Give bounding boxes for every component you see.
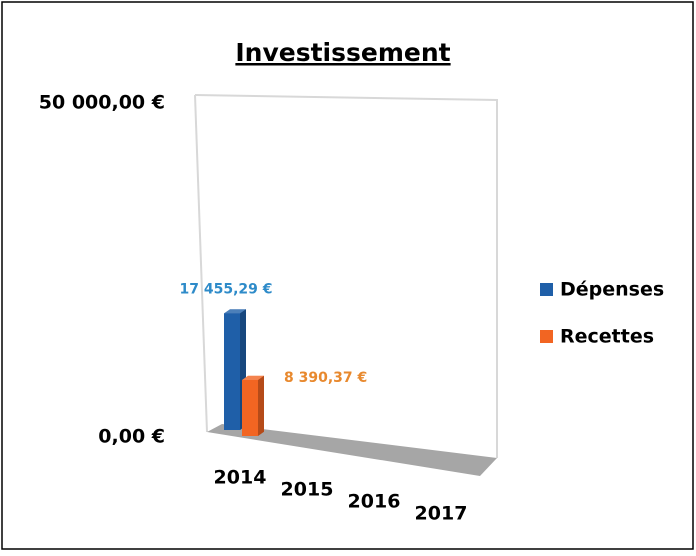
bar <box>224 309 246 430</box>
side-wall <box>194 94 208 433</box>
x-tick-label: 2016 <box>348 491 401 513</box>
data-label: 8 390,37 € <box>284 370 367 386</box>
bar-side <box>258 375 264 436</box>
data-label: 17 455,29 € <box>180 281 273 297</box>
legend-label: Recettes <box>560 326 654 348</box>
legend-swatch <box>540 283 553 296</box>
x-tick-label: 2014 <box>214 467 267 489</box>
legend-swatch <box>540 330 553 343</box>
bar-top <box>242 375 264 380</box>
x-tick-label: 2017 <box>415 503 468 525</box>
bar <box>242 375 264 436</box>
chart-title: Investissement <box>235 38 450 67</box>
y-tick-label: 50 000,00 € <box>39 92 165 114</box>
back-wall <box>194 94 498 458</box>
bar-top <box>224 309 246 314</box>
x-tick-label: 2015 <box>281 479 334 501</box>
legend-label: Dépenses <box>560 279 664 301</box>
y-tick-label: 0,00 € <box>98 426 165 448</box>
floor <box>207 424 497 476</box>
